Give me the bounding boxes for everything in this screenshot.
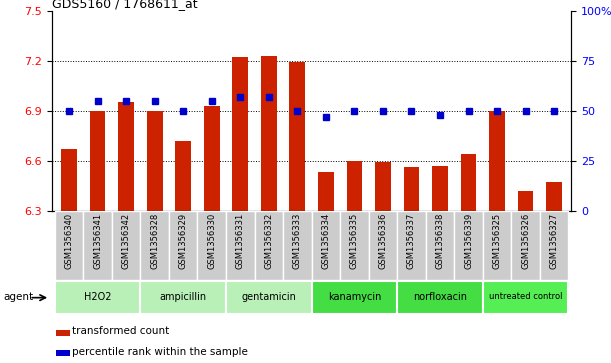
Bar xyxy=(540,211,568,280)
Bar xyxy=(375,162,391,211)
Bar xyxy=(546,182,562,211)
Bar xyxy=(432,166,448,211)
Bar xyxy=(312,211,340,280)
Text: transformed count: transformed count xyxy=(72,326,169,336)
Bar xyxy=(340,211,368,280)
Text: GSM1356334: GSM1356334 xyxy=(321,213,331,269)
Text: GSM1356333: GSM1356333 xyxy=(293,213,302,269)
Bar xyxy=(55,211,83,280)
Bar xyxy=(61,149,77,211)
Bar xyxy=(226,281,312,314)
Bar xyxy=(147,111,163,211)
Text: agent: agent xyxy=(3,292,33,302)
Bar xyxy=(397,281,483,314)
Bar xyxy=(483,281,568,314)
Bar xyxy=(204,106,219,211)
Bar xyxy=(119,102,134,211)
Bar xyxy=(175,140,191,211)
Text: GSM1356327: GSM1356327 xyxy=(550,213,558,269)
Text: H2O2: H2O2 xyxy=(84,292,111,302)
Bar xyxy=(169,211,197,280)
Text: gentamicin: gentamicin xyxy=(241,292,296,302)
Bar xyxy=(232,57,248,211)
Bar xyxy=(226,211,255,280)
Text: GSM1356332: GSM1356332 xyxy=(265,213,273,269)
Bar xyxy=(346,160,362,211)
Text: norfloxacin: norfloxacin xyxy=(413,292,467,302)
Bar xyxy=(55,281,141,314)
Text: GSM1356326: GSM1356326 xyxy=(521,213,530,269)
Bar xyxy=(397,211,426,280)
Bar xyxy=(141,281,226,314)
Bar xyxy=(261,56,277,211)
Bar xyxy=(455,211,483,280)
Text: GSM1356340: GSM1356340 xyxy=(65,213,73,269)
Text: untreated control: untreated control xyxy=(489,293,562,301)
Bar xyxy=(112,211,141,280)
Bar xyxy=(404,167,419,211)
Bar xyxy=(483,211,511,280)
Bar xyxy=(56,330,70,336)
Text: GSM1356329: GSM1356329 xyxy=(178,213,188,269)
Bar xyxy=(426,211,455,280)
Bar xyxy=(489,111,505,211)
Bar xyxy=(255,211,283,280)
Bar xyxy=(312,281,397,314)
Text: GSM1356341: GSM1356341 xyxy=(93,213,102,269)
Bar xyxy=(290,62,305,211)
Text: ampicillin: ampicillin xyxy=(159,292,207,302)
Bar xyxy=(283,211,312,280)
Bar xyxy=(318,172,334,211)
Text: GSM1356336: GSM1356336 xyxy=(378,213,387,269)
Text: GSM1356337: GSM1356337 xyxy=(407,213,416,269)
Bar xyxy=(83,211,112,280)
Bar xyxy=(368,211,397,280)
Bar xyxy=(461,154,477,211)
Text: GDS5160 / 1768611_at: GDS5160 / 1768611_at xyxy=(52,0,197,10)
Bar xyxy=(56,350,70,356)
Text: percentile rank within the sample: percentile rank within the sample xyxy=(72,347,248,357)
Text: GSM1356328: GSM1356328 xyxy=(150,213,159,269)
Bar xyxy=(511,211,540,280)
Text: GSM1356342: GSM1356342 xyxy=(122,213,131,269)
Text: GSM1356325: GSM1356325 xyxy=(492,213,502,269)
Text: GSM1356339: GSM1356339 xyxy=(464,213,473,269)
Text: GSM1356338: GSM1356338 xyxy=(436,213,445,269)
Bar xyxy=(90,111,106,211)
Text: GSM1356330: GSM1356330 xyxy=(207,213,216,269)
Bar xyxy=(141,211,169,280)
Text: GSM1356331: GSM1356331 xyxy=(236,213,245,269)
Bar xyxy=(518,191,533,211)
Bar xyxy=(197,211,226,280)
Text: kanamycin: kanamycin xyxy=(327,292,381,302)
Text: GSM1356335: GSM1356335 xyxy=(350,213,359,269)
